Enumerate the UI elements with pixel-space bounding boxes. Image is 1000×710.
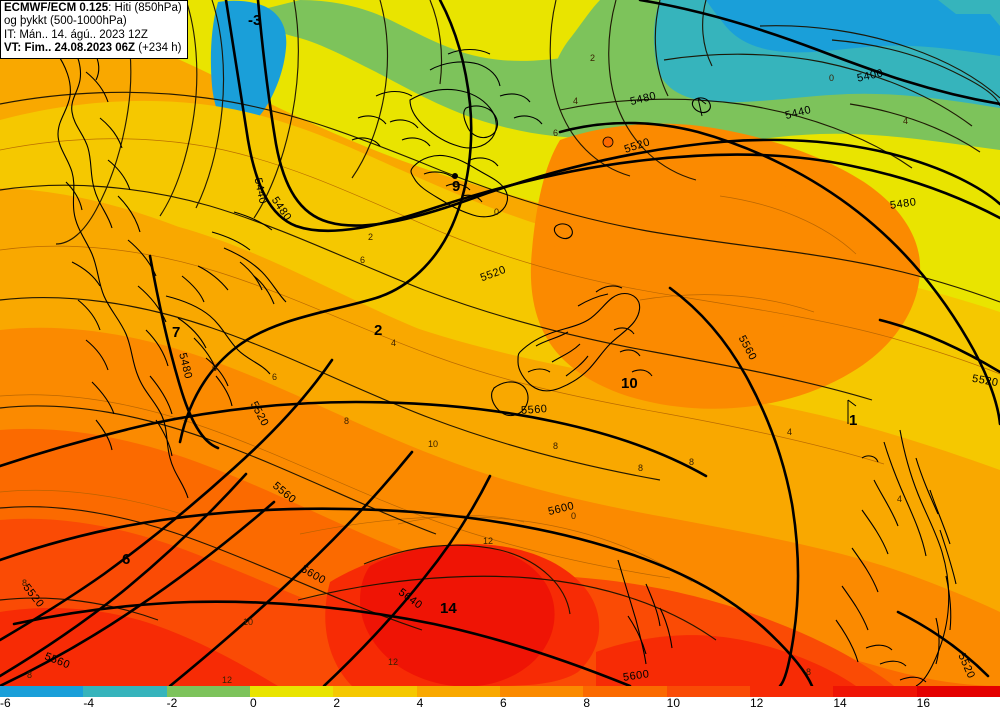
temperature-contour-label: 8 xyxy=(344,416,350,426)
colorbar-swatch-6[interactable] xyxy=(499,686,584,697)
temperature-label: 6 xyxy=(122,551,131,568)
colorbar-tick: 0 xyxy=(250,696,257,710)
forecast-hour: (+234 h) xyxy=(138,42,182,55)
field-name: : Hiti (850hPa) xyxy=(108,2,182,14)
temperature-contour-label: 4 xyxy=(787,427,793,437)
temperature-contour-label: 10 xyxy=(428,439,439,449)
colorbar-tick: 8 xyxy=(583,696,591,710)
valid-time-label: VT: Fim.. xyxy=(4,42,52,55)
temperature-label: 7 xyxy=(172,324,181,341)
chart-info-box: ECMWF/ECM 0.125: Hiti (850hPa) og þykkt … xyxy=(0,0,188,59)
temperature-contour-label: 12 xyxy=(222,675,233,685)
model-name: ECMWF/ECM 0.125 xyxy=(4,2,109,14)
colorbar-tick: 4 xyxy=(416,696,424,710)
colorbar-swatch-7[interactable] xyxy=(583,686,667,697)
info-line-4-valid-time: VT: Fim.. 24.08.2023 06Z (+234 h) xyxy=(4,42,182,55)
temperature-contour-label: 6 xyxy=(212,363,218,373)
valid-time-value: 24.08.2023 06Z xyxy=(54,42,136,55)
colorbar-swatch-2[interactable] xyxy=(166,686,250,697)
temperature-label: 14 xyxy=(440,600,457,617)
temperature-contour-label: 12 xyxy=(388,657,399,667)
temperature-label: -3 xyxy=(248,12,262,29)
colorbar-tick: -2 xyxy=(166,696,178,710)
colorbar-tick: -4 xyxy=(83,696,94,710)
temperature-contour-label: 8 xyxy=(553,441,559,451)
colorbar-swatch-8[interactable] xyxy=(666,686,750,697)
colorbar-swatch-3[interactable] xyxy=(249,686,334,697)
temperature-label: 9 xyxy=(452,178,461,195)
colorbar-legend: -6 -4 -2 0 2 4 6 8 10 12 14 16 xyxy=(0,686,1000,710)
colorbar-swatch-4[interactable] xyxy=(333,686,417,697)
temperature-contour-label: 8 xyxy=(22,578,28,588)
temperature-contour-label: 10 xyxy=(243,617,254,627)
temperature-contour-label: 8 xyxy=(27,670,33,680)
temperature-contour-label: 4 xyxy=(897,494,903,504)
map-svg xyxy=(0,0,1000,686)
colorbar-swatch-0[interactable] xyxy=(0,686,84,697)
temperature-contour-label: 0 xyxy=(829,73,835,83)
colorbar-swatch-1[interactable] xyxy=(83,686,167,697)
colorbar-tick-labels: -6 -4 -2 0 2 4 6 8 10 12 14 16 xyxy=(0,696,1000,710)
colorbar-tick: 2 xyxy=(333,696,341,710)
colorbar-swatch-5[interactable] xyxy=(416,686,500,697)
colorbar-tick: 16 xyxy=(916,696,931,710)
temperature-contour-label: 8 xyxy=(689,457,695,467)
temperature-contour-label: 6 xyxy=(360,255,366,265)
temperature-contour-label: 2 xyxy=(590,53,596,63)
colorbar-tick: 12 xyxy=(750,696,764,710)
colorbar-tick: 14 xyxy=(833,696,847,710)
colorbar-swatch-9[interactable] xyxy=(749,686,834,697)
temperature-contour-label: 8 xyxy=(806,667,812,677)
colorbar-tick: -6 xyxy=(0,696,11,710)
colorbar-swatch-11[interactable] xyxy=(916,686,1000,697)
temperature-label: 1 xyxy=(849,412,858,429)
temperature-contour-label: 0 xyxy=(494,207,500,217)
map-canvas[interactable]: -3 9 2 7 10 1 6 14 2 4 0 6 4 2 0 6 6 4 6 8 8 10 0 8 8 4 4 12 10 8 12 1… xyxy=(0,0,1000,686)
temperature-label: 2 xyxy=(374,322,383,339)
info-line-3-init-time: IT: Mán.. 14. ágú.. 2023 12Z xyxy=(4,28,148,41)
temperature-label: 10 xyxy=(621,375,638,392)
info-line-1: ECMWF/ECM 0.125: Hiti (850hPa) xyxy=(4,2,182,15)
temperature-contour-label: 4 xyxy=(903,116,909,126)
temperature-contour-label: 4 xyxy=(391,338,397,348)
colorbar-swatch-10[interactable] xyxy=(833,686,917,697)
temperature-contour-label: 12 xyxy=(483,536,494,546)
thickness-contour-label: 5560 xyxy=(520,403,548,417)
info-line-2: og þykkt (500-1000hPa) xyxy=(4,15,127,28)
temperature-contour-label: 4 xyxy=(573,96,579,106)
colorbar-swatches[interactable] xyxy=(0,686,1000,697)
temperature-contour-label: 8 xyxy=(638,463,644,473)
temperature-contour-label: 0 xyxy=(571,511,577,521)
temperature-contour-label: 2 xyxy=(368,232,374,242)
colorbar-tick: 10 xyxy=(666,696,681,710)
temperature-contour-label: 6 xyxy=(272,372,278,382)
colorbar-tick: 6 xyxy=(500,696,507,710)
temperature-contour-label: 6 xyxy=(553,128,559,138)
